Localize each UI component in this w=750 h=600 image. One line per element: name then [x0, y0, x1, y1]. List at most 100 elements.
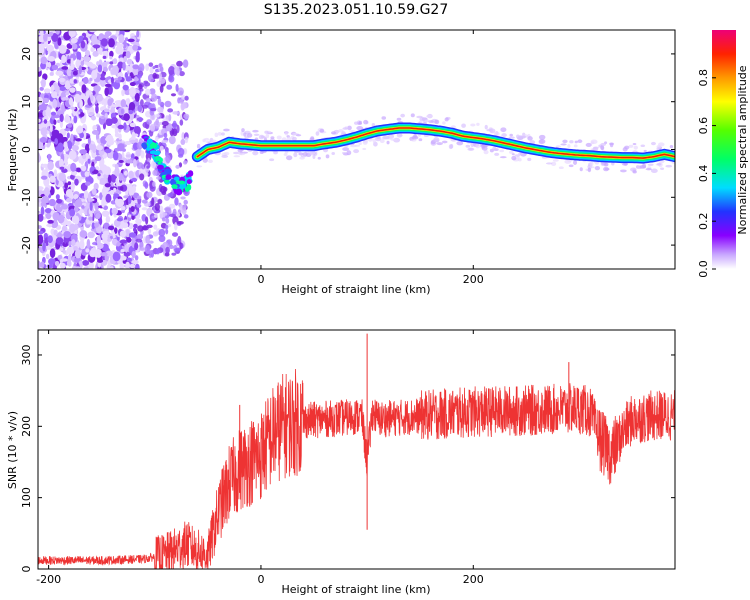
- spectral-blob: [363, 119, 369, 125]
- spectral-blob: [182, 207, 187, 216]
- spectral-blob: [167, 108, 174, 113]
- spectral-blob: [76, 168, 82, 173]
- snr-line: [38, 333, 675, 569]
- spectral-blob: [551, 161, 557, 167]
- spectral-blob: [137, 225, 144, 232]
- spectral-blob: [484, 124, 488, 130]
- spectral-blob: [338, 128, 344, 133]
- spectral-blob: [113, 227, 118, 234]
- spectral-blob: [276, 135, 282, 140]
- spectral-blob: [177, 147, 185, 157]
- spectral-blob: [79, 239, 85, 250]
- spectral-blob: [55, 194, 60, 200]
- spectral-blob: [47, 153, 51, 161]
- spectral-blob: [196, 165, 203, 168]
- spectral-blob: [38, 186, 44, 191]
- spectral-blob: [538, 134, 546, 140]
- spectral-blob: [434, 119, 440, 125]
- spectral-blob: [82, 130, 87, 140]
- spectral-blob: [552, 159, 559, 162]
- spectral-blob: [117, 76, 122, 81]
- spectral-blob: [135, 238, 143, 243]
- spectral-blob: [161, 217, 166, 222]
- spectral-blob: [145, 63, 150, 71]
- spectral-blob: [123, 113, 130, 121]
- spectral-blob: [74, 249, 82, 259]
- spectral-blob: [123, 55, 128, 63]
- spectral-blob: [70, 181, 75, 191]
- spectral-blob: [163, 132, 168, 138]
- spectral-blob: [38, 260, 41, 269]
- spectral-blob: [96, 113, 101, 118]
- spectral-blob: [140, 150, 145, 159]
- spectral-blob: [604, 162, 609, 167]
- spectral-blob: [74, 178, 79, 186]
- spectral-blob: [221, 155, 229, 158]
- spectral-blob: [139, 247, 145, 251]
- spectral-blob: [152, 66, 156, 70]
- top-y-tick-label: -20: [20, 236, 33, 254]
- spectral-blob: [593, 146, 599, 149]
- spectral-blob: [57, 37, 62, 46]
- spectral-blob: [86, 238, 91, 249]
- spectral-blob: [72, 70, 78, 76]
- spectral-blob: [115, 177, 119, 186]
- spectral-blob: [448, 144, 453, 150]
- spectral-blob: [64, 116, 71, 123]
- spectral-blob: [159, 66, 164, 73]
- spectral-blob: [374, 136, 382, 142]
- spectral-blob: [508, 136, 515, 139]
- spectral-blob: [83, 189, 89, 200]
- spectral-blob: [79, 132, 85, 139]
- spectral-blob: [97, 173, 101, 177]
- spectral-blob: [55, 85, 60, 94]
- spectral-blob: [107, 174, 112, 184]
- spectral-blob: [175, 83, 179, 92]
- spectral-blob: [83, 55, 91, 62]
- spectral-blob: [132, 44, 139, 51]
- spectral-blob: [129, 263, 136, 269]
- spectral-blob: [63, 141, 68, 149]
- spectral-blob: [126, 237, 132, 243]
- spectral-blob: [183, 214, 189, 219]
- spectral-blob: [42, 242, 46, 252]
- spectral-blob: [43, 103, 47, 111]
- spectral-blob: [90, 165, 95, 172]
- ridge-band: [196, 127, 675, 159]
- spectral-blob: [74, 215, 80, 225]
- spectral-blob: [273, 150, 278, 155]
- spectral-blob: [138, 116, 143, 123]
- bottom-y-tick-label: 200: [20, 416, 33, 437]
- spectral-blob: [137, 195, 142, 200]
- spectral-blob: [317, 156, 321, 160]
- spectral-blob: [154, 136, 159, 142]
- spectral-blob: [163, 168, 172, 175]
- spectral-blob: [112, 151, 119, 161]
- spectral-blob: [94, 155, 102, 162]
- spectral-blob: [441, 140, 448, 144]
- spectral-blob: [38, 118, 41, 123]
- spectral-blob: [109, 190, 115, 195]
- spectral-blob: [145, 152, 152, 161]
- spectral-blob: [396, 117, 402, 121]
- spectral-blob: [61, 54, 67, 64]
- spectral-blob: [158, 63, 162, 68]
- spectral-blob: [52, 98, 58, 109]
- bottom-x-tick-label: -200: [36, 573, 61, 586]
- spectral-blob: [176, 60, 183, 67]
- spectral-blob: [52, 212, 60, 221]
- spectral-blob: [116, 198, 125, 208]
- spectral-blob: [120, 248, 125, 253]
- spectral-blob: [47, 161, 54, 171]
- spectral-blob: [46, 143, 50, 148]
- spectral-blob: [48, 198, 56, 207]
- spectral-blob: [173, 66, 180, 76]
- spectral-blob: [104, 87, 109, 97]
- spectral-blob: [47, 235, 53, 244]
- spectral-blob: [40, 261, 45, 269]
- spectral-blob: [120, 109, 124, 114]
- spectral-blob: [125, 261, 130, 269]
- spectral-blob: [127, 38, 135, 43]
- spectral-blob: [127, 195, 132, 205]
- spectral-blob: [119, 239, 128, 244]
